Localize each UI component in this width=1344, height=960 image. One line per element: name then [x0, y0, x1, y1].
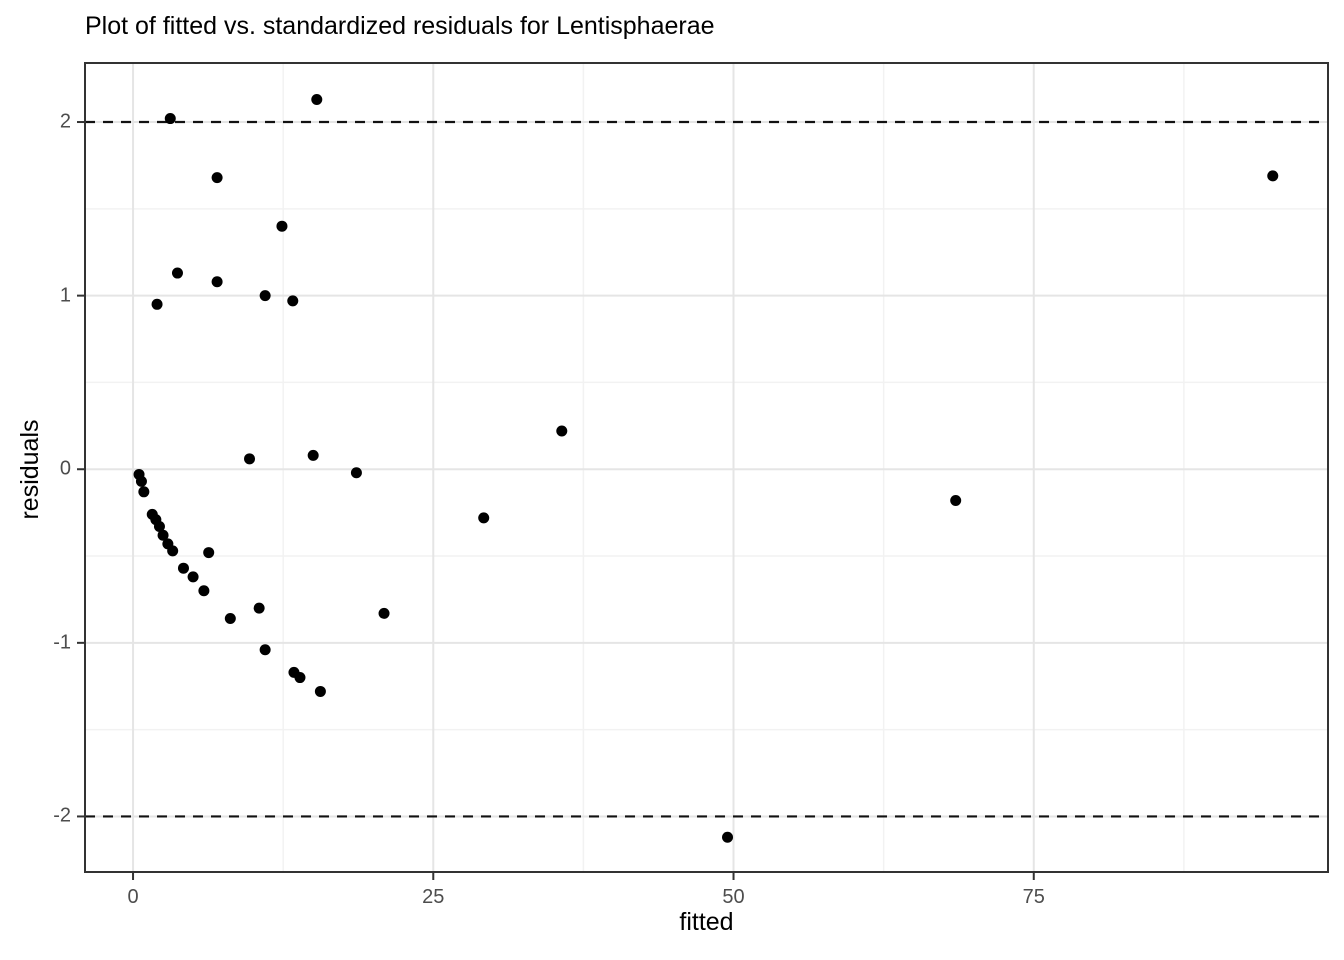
data-point — [259, 644, 271, 656]
data-point — [187, 571, 199, 583]
data-point — [350, 467, 362, 479]
x-tick-label: 50 — [722, 886, 745, 908]
data-point — [164, 113, 176, 125]
data-point — [307, 449, 319, 461]
data-point — [224, 613, 236, 625]
x-tick-label: 0 — [127, 886, 139, 908]
data-point — [211, 276, 223, 288]
data-point — [478, 512, 490, 524]
panel-border — [84, 62, 1329, 873]
data-point — [311, 93, 323, 105]
data-point — [259, 290, 271, 302]
x-tick-label: 75 — [1022, 886, 1045, 908]
data-point — [276, 220, 288, 232]
data-point — [556, 425, 568, 437]
y-tick-label: 0 — [59, 457, 71, 480]
data-point — [151, 298, 163, 310]
data-point — [722, 831, 734, 843]
data-point — [153, 521, 165, 533]
data-point — [950, 494, 962, 506]
data-point — [203, 547, 215, 559]
data-point — [378, 607, 390, 619]
data-point — [253, 602, 265, 614]
data-point — [171, 267, 183, 279]
data-point — [287, 295, 299, 307]
y-tick-label: 2 — [59, 110, 71, 133]
data-point — [294, 672, 306, 684]
data-point — [157, 529, 169, 541]
data-point — [198, 585, 210, 597]
y-tick-label: -2 — [53, 804, 71, 827]
plot-title: Plot of fitted vs. standardized residual… — [85, 12, 715, 40]
data-point — [177, 562, 189, 574]
y-axis-title: residuals — [16, 419, 44, 520]
panel-background — [85, 63, 1328, 872]
data-point — [135, 475, 147, 487]
data-point — [211, 172, 223, 184]
x-axis-title: fitted — [679, 908, 734, 936]
data-point — [138, 486, 150, 498]
data-point — [167, 545, 179, 557]
data-point — [244, 453, 256, 465]
data-point — [1267, 170, 1279, 182]
y-tick-label: 1 — [59, 284, 71, 307]
x-tick-label: 25 — [422, 886, 445, 908]
data-point — [314, 685, 326, 697]
y-tick-label: -1 — [53, 631, 71, 654]
